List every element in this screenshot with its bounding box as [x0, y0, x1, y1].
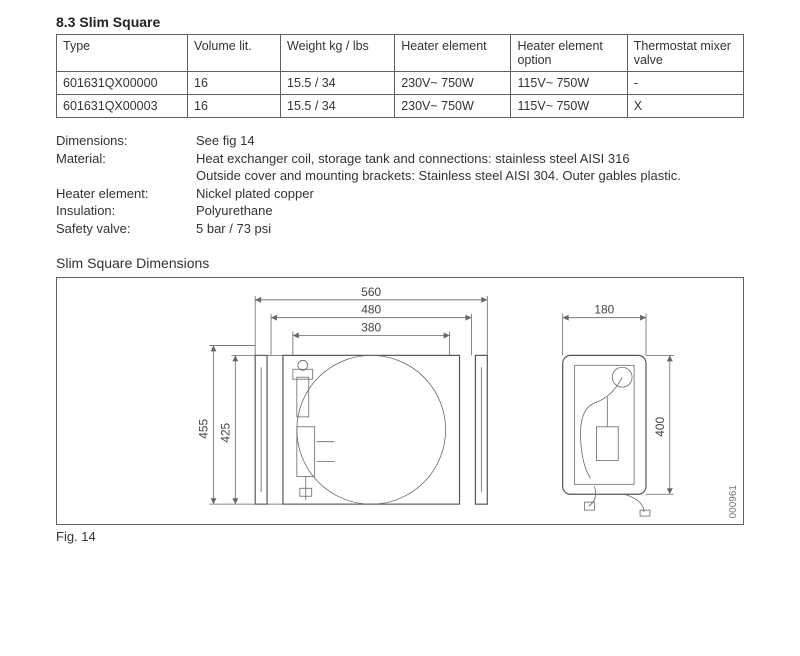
cell-weight: 15.5 / 34: [281, 72, 395, 95]
cell-thermostat: X: [627, 95, 743, 118]
dim-560: 560: [361, 285, 381, 299]
col-weight: Weight kg / lbs: [281, 35, 395, 72]
label-safety: Safety valve:: [56, 220, 196, 238]
cell-type: 601631QX00000: [57, 72, 188, 95]
section-title: 8.3 Slim Square: [56, 14, 744, 30]
value-insulation: Polyurethane: [196, 202, 744, 220]
col-heater-option: Heater element option: [511, 35, 627, 72]
col-volume: Volume lit.: [188, 35, 281, 72]
cell-type: 601631QX00003: [57, 95, 188, 118]
cell-thermostat: -: [627, 72, 743, 95]
dim-480: 480: [361, 303, 381, 317]
spec-table: Type Volume lit. Weight kg / lbs Heater …: [56, 34, 744, 118]
figure-caption: Fig. 14: [56, 529, 744, 544]
dim-400: 400: [653, 417, 667, 437]
figure-subheading: Slim Square Dimensions: [56, 255, 744, 271]
label-heater: Heater element:: [56, 185, 196, 203]
label-material: Material:: [56, 150, 196, 185]
value-material-1: Heat exchanger coil, storage tank and co…: [196, 150, 744, 168]
value-heater: Nickel plated copper: [196, 185, 744, 203]
cell-heater: 230V~ 750W: [395, 72, 511, 95]
cell-weight: 15.5 / 34: [281, 95, 395, 118]
col-type: Type: [57, 35, 188, 72]
label-dimensions: Dimensions:: [56, 132, 196, 150]
value-material-2: Outside cover and mounting brackets: Sta…: [196, 167, 744, 185]
drawing-code: 000961: [728, 485, 739, 518]
dim-425: 425: [218, 423, 232, 443]
value-safety: 5 bar / 73 psi: [196, 220, 744, 238]
dim-455: 455: [197, 419, 211, 439]
figure-box: 560 480 380: [56, 277, 744, 525]
table-row: 601631QX00000 16 15.5 / 34 230V~ 750W 11…: [57, 72, 744, 95]
dim-180: 180: [594, 303, 614, 317]
info-block: Dimensions: See fig 14 Material: Heat ex…: [56, 132, 744, 237]
label-insulation: Insulation:: [56, 202, 196, 220]
cell-volume: 16: [188, 72, 281, 95]
col-thermostat: Thermostat mixer valve: [627, 35, 743, 72]
table-row: 601631QX00003 16 15.5 / 34 230V~ 750W 11…: [57, 95, 744, 118]
dim-380: 380: [361, 321, 381, 335]
col-heater: Heater element: [395, 35, 511, 72]
value-dimensions: See fig 14: [196, 132, 744, 150]
cell-volume: 16: [188, 95, 281, 118]
cell-heater-option: 115V~ 750W: [511, 72, 627, 95]
cell-heater-option: 115V~ 750W: [511, 95, 627, 118]
technical-drawing: 560 480 380: [57, 278, 743, 524]
cell-heater: 230V~ 750W: [395, 95, 511, 118]
table-header-row: Type Volume lit. Weight kg / lbs Heater …: [57, 35, 744, 72]
